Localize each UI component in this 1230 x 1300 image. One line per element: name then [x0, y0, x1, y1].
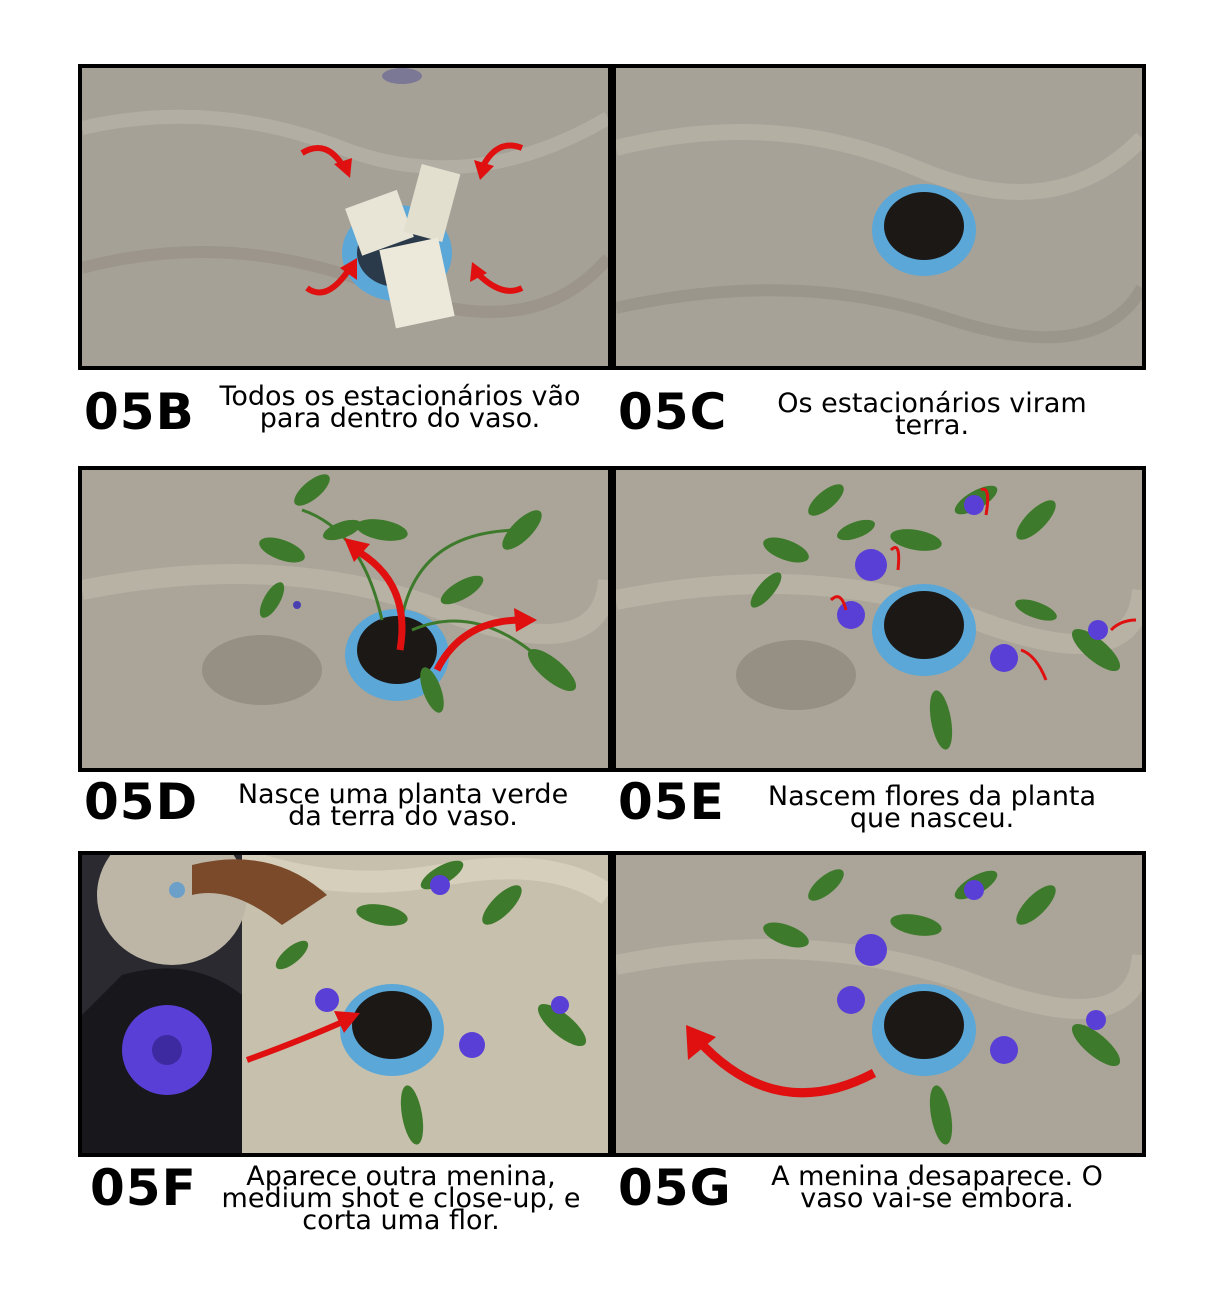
panel-caption: Todos os estacionários vão para dentro d…: [200, 381, 600, 434]
panel-05c-image: [612, 64, 1146, 370]
panel-05f-image: [78, 851, 612, 1157]
panel-caption: A menina desaparece. O vaso vai-se embor…: [742, 1161, 1132, 1214]
caption-line: da terra do vaso.: [288, 801, 518, 832]
caption-line: medium shot e close-up, e: [221, 1183, 581, 1214]
caption-line: Nascem flores da planta: [767, 781, 1097, 812]
caption-line: vaso vai-se embora.: [800, 1183, 1074, 1214]
caption-line: Os estacionários viram: [777, 388, 1087, 419]
panel-05d-image: [78, 466, 612, 772]
caption-line: para dentro do vaso.: [259, 403, 541, 434]
seed-packet: [345, 189, 414, 256]
panel-code: 05G: [618, 1159, 732, 1217]
panel-code: 05D: [84, 773, 199, 831]
caption-line: Aparece outra menina,: [246, 1161, 556, 1192]
caption-line: A menina desaparece. O: [771, 1161, 1103, 1192]
panel-caption: Os estacionários viram terra.: [742, 388, 1122, 441]
panel-code: 05C: [618, 383, 728, 441]
panel-code: 05F: [90, 1159, 197, 1217]
panel-05b-image: [78, 64, 612, 370]
panel-05g-image: [612, 851, 1146, 1157]
caption-line: Nasce uma planta verde: [237, 779, 569, 810]
caption-line: terra.: [894, 410, 970, 441]
caption-line: Todos os estacionários vão: [219, 381, 581, 412]
panel-caption: Nasce uma planta verde da terra do vaso.: [208, 779, 598, 832]
caption-line: corta uma flor.: [302, 1205, 500, 1236]
panel-code: 05E: [618, 773, 725, 831]
panel-code: 05B: [84, 383, 195, 441]
panel-caption: Aparece outra menina, medium shot e clos…: [196, 1161, 606, 1236]
caption-line: que nasceu.: [849, 803, 1015, 834]
panel-05e-image: [612, 466, 1146, 772]
panel-caption: Nascem flores da planta que nasceu.: [732, 781, 1132, 834]
